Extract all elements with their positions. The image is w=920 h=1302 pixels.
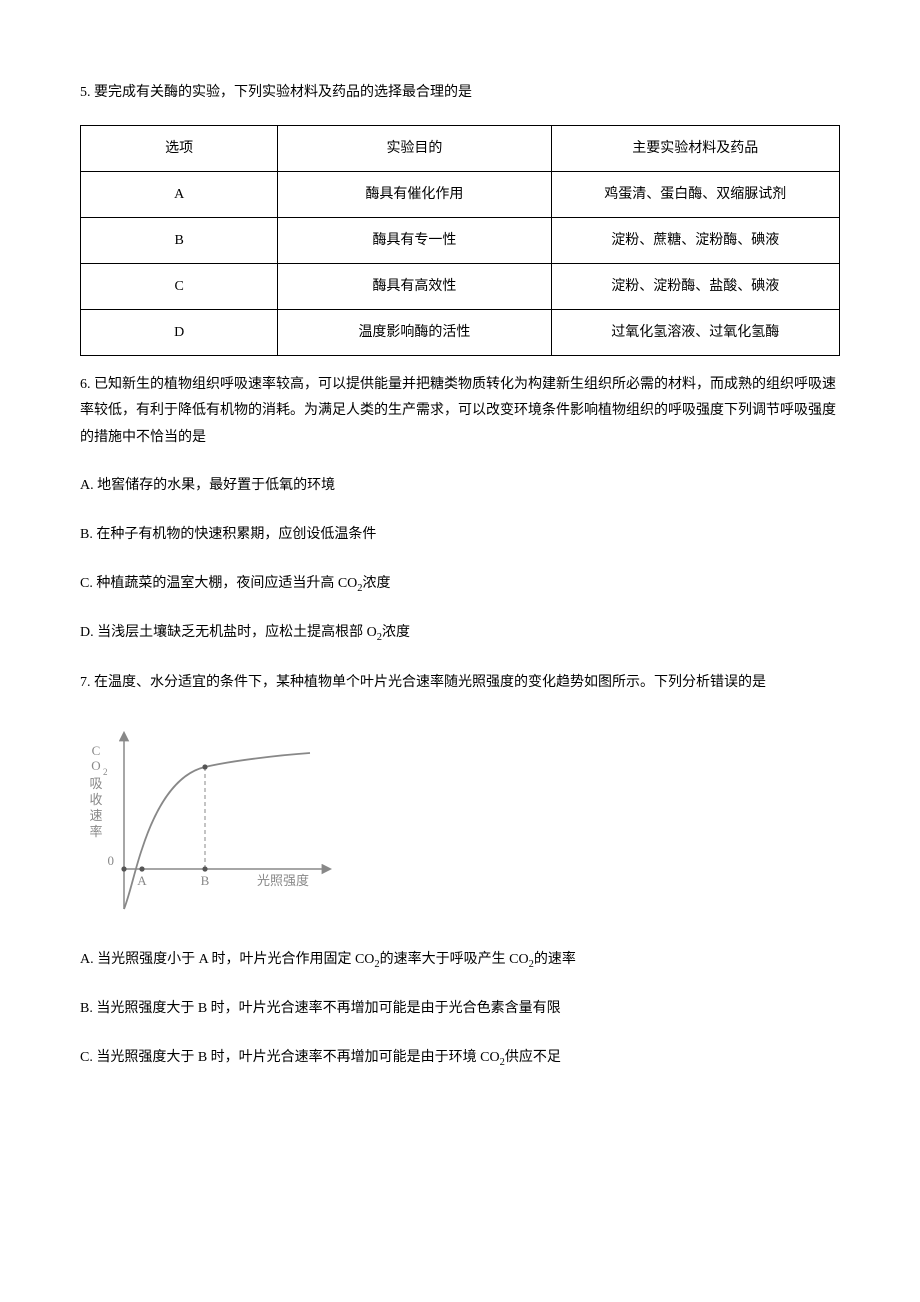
q7-c-pre: C. 当光照强度大于 B 时，叶片光合速率不再增加可能是由于环境 CO	[80, 1050, 500, 1065]
cell-material: 淀粉、蔗糖、淀粉酶、碘液	[551, 217, 839, 263]
q7-c-post: 供应不足	[505, 1050, 561, 1065]
svg-text:C: C	[92, 743, 101, 758]
table-row: B 酶具有专一性 淀粉、蔗糖、淀粉酶、碘液	[81, 217, 840, 263]
cell-purpose: 酶具有高效性	[278, 263, 551, 309]
q7-a-pre: A. 当光照强度小于 A 时，叶片光合作用固定 CO	[80, 952, 374, 967]
q6-intro: 6. 已知新生的植物组织呼吸速率较高，可以提供能量并把糖类物质转化为构建新生组织…	[80, 372, 840, 452]
svg-text:O: O	[91, 758, 100, 773]
q6-option-a: A. 地窖储存的水果，最好置于低氧的环境	[80, 473, 840, 500]
q6-c-post: 浓度	[363, 576, 391, 591]
svg-text:A: A	[137, 873, 147, 888]
cell-option: D	[81, 309, 278, 355]
q5-intro: 5. 要完成有关酶的实验，下列实验材料及药品的选择最合理的是	[80, 80, 840, 107]
svg-text:速: 速	[89, 808, 102, 823]
svg-text:率: 率	[89, 824, 102, 839]
svg-text:光照强度: 光照强度	[257, 873, 309, 888]
q7-chart: 0 A B 光照强度 CO2吸收速率	[80, 719, 340, 919]
cell-option: B	[81, 217, 278, 263]
cell-purpose: 温度影响酶的活性	[278, 309, 551, 355]
svg-text:2: 2	[103, 767, 108, 777]
q7-option-b: B. 当光照强度大于 B 时，叶片光合速率不再增加可能是由于光合色素含量有限	[80, 996, 840, 1023]
cell-purpose: 酶具有专一性	[278, 217, 551, 263]
q6-option-c: C. 种植蔬菜的温室大棚，夜间应适当升高 CO2浓度	[80, 571, 840, 599]
cell-material: 过氧化氢溶液、过氧化氢酶	[551, 309, 839, 355]
table-row: A 酶具有催化作用 鸡蛋清、蛋白酶、双缩脲试剂	[81, 171, 840, 217]
q6-d-post: 浓度	[382, 625, 410, 640]
svg-text:B: B	[201, 873, 210, 888]
q5-table: 选项 实验目的 主要实验材料及药品 A 酶具有催化作用 鸡蛋清、蛋白酶、双缩脲试…	[80, 125, 840, 356]
q6-d-pre: D. 当浅层土壤缺乏无机盐时，应松土提高根部 O	[80, 625, 377, 640]
chart-svg: 0 A B 光照强度 CO2吸收速率	[80, 719, 340, 919]
svg-text:吸: 吸	[89, 776, 102, 791]
th-option: 选项	[81, 125, 278, 171]
cell-purpose: 酶具有催化作用	[278, 171, 551, 217]
th-material: 主要实验材料及药品	[551, 125, 839, 171]
cell-option: C	[81, 263, 278, 309]
q7-a-post: 的速率	[534, 952, 576, 967]
table-header-row: 选项 实验目的 主要实验材料及药品	[81, 125, 840, 171]
q7-option-a: A. 当光照强度小于 A 时，叶片光合作用固定 CO2的速率大于呼吸产生 CO2…	[80, 947, 840, 975]
q6-option-b: B. 在种子有机物的快速积累期，应创设低温条件	[80, 522, 840, 549]
table-row: D 温度影响酶的活性 过氧化氢溶液、过氧化氢酶	[81, 309, 840, 355]
table-row: C 酶具有高效性 淀粉、淀粉酶、盐酸、碘液	[81, 263, 840, 309]
q6-c-pre: C. 种植蔬菜的温室大棚，夜间应适当升高 CO	[80, 576, 357, 591]
cell-material: 鸡蛋清、蛋白酶、双缩脲试剂	[551, 171, 839, 217]
q7-a-mid: 的速率大于呼吸产生 CO	[380, 952, 529, 967]
svg-text:收: 收	[89, 792, 102, 807]
th-purpose: 实验目的	[278, 125, 551, 171]
q6-option-d: D. 当浅层土壤缺乏无机盐时，应松土提高根部 O2浓度	[80, 620, 840, 648]
q7-option-c: C. 当光照强度大于 B 时，叶片光合速率不再增加可能是由于环境 CO2供应不足	[80, 1045, 840, 1073]
cell-option: A	[81, 171, 278, 217]
q7-intro: 7. 在温度、水分适宜的条件下，某种植物单个叶片光合速率随光照强度的变化趋势如图…	[80, 670, 840, 697]
cell-material: 淀粉、淀粉酶、盐酸、碘液	[551, 263, 839, 309]
svg-text:0: 0	[108, 853, 115, 868]
